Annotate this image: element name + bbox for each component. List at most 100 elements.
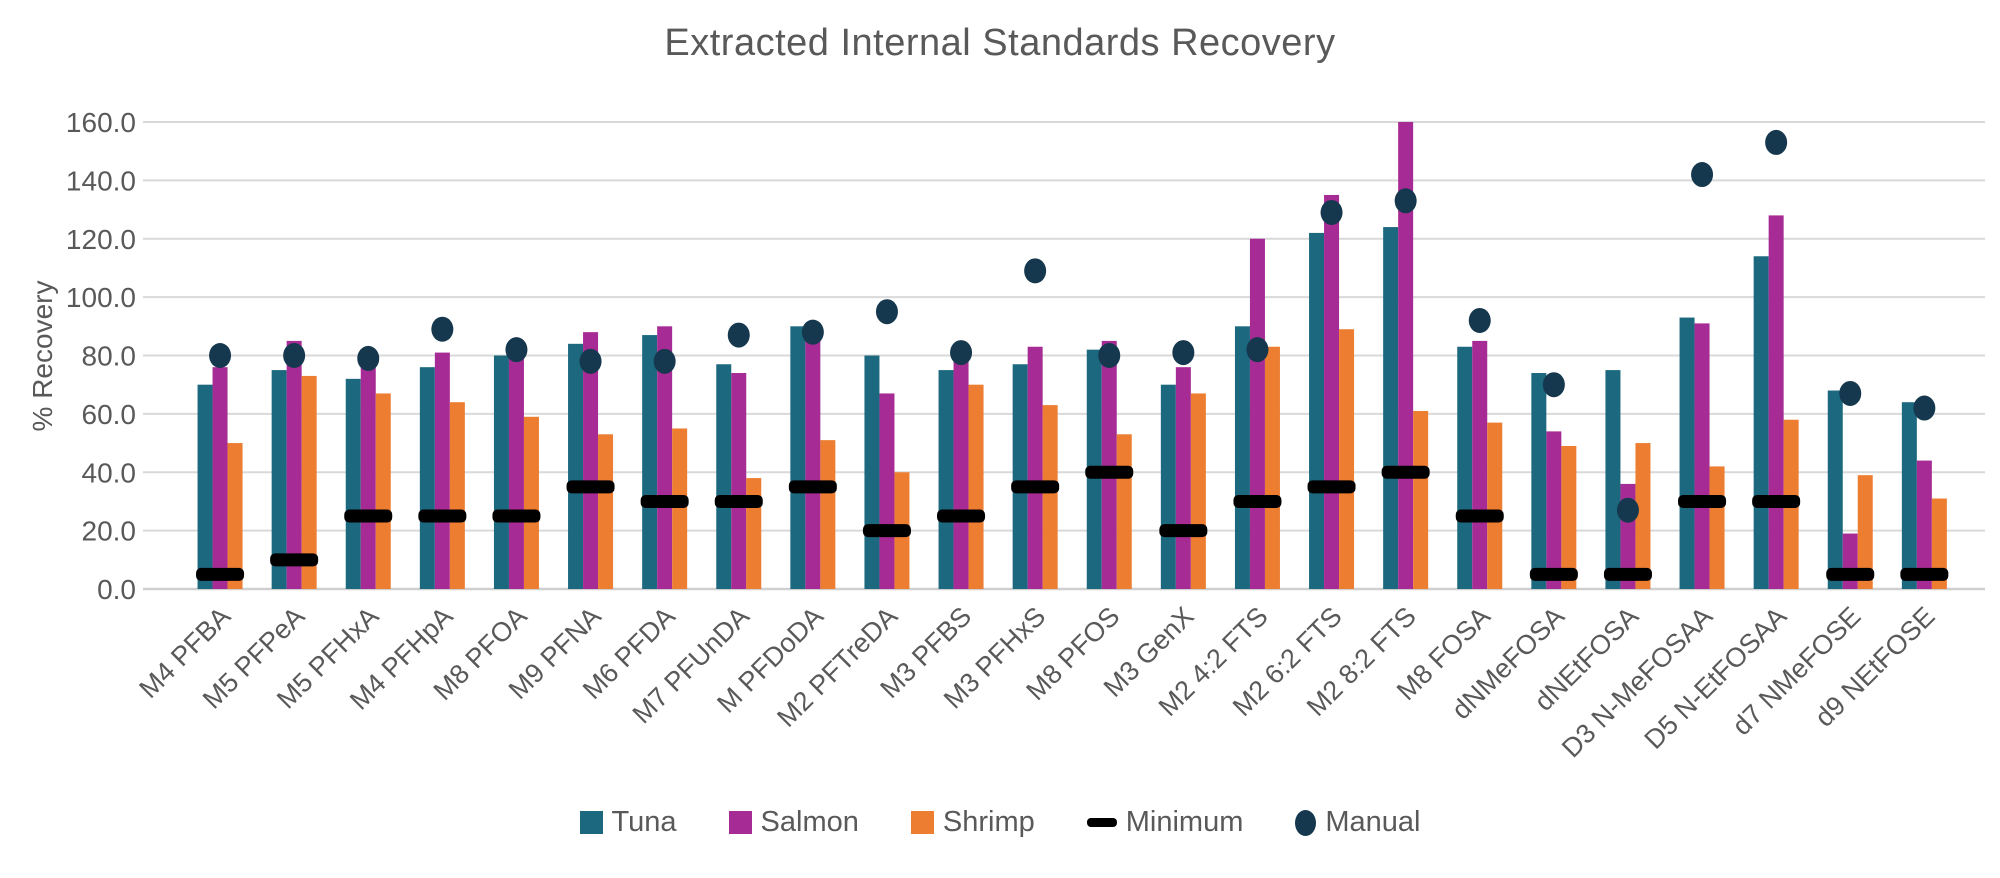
bar-tuna [271, 370, 287, 589]
manual-dot [1024, 258, 1047, 284]
bar-shrimp [1264, 346, 1280, 589]
bar-salmon [508, 349, 524, 589]
bar-shrimp [1561, 445, 1577, 589]
bar-salmon [212, 367, 228, 589]
minimum-dash [640, 494, 689, 508]
bar-shrimp [1190, 393, 1206, 589]
minimum-dash [1678, 494, 1727, 508]
y-tick-label: 0.0 [97, 574, 136, 605]
minimum-dash [788, 480, 837, 494]
bar-shrimp [449, 402, 465, 589]
manual-dot [1616, 497, 1639, 523]
y-tick-label: 140.0 [66, 165, 136, 196]
bar-salmon [657, 326, 673, 589]
legend-label: Salmon [760, 806, 859, 838]
bar-tuna [1383, 227, 1399, 589]
bar-shrimp [1116, 434, 1132, 589]
bar-tuna [419, 367, 435, 589]
bar-salmon [879, 393, 895, 589]
bar-tuna [1309, 232, 1325, 589]
bar-salmon [1175, 367, 1191, 589]
bar-shrimp [672, 428, 688, 589]
bar-shrimp [1339, 329, 1355, 589]
manual-dot [653, 348, 676, 374]
manual-dot [801, 319, 824, 345]
bar-salmon [1324, 194, 1340, 589]
bar-tuna [197, 384, 213, 589]
bar-salmon [286, 340, 302, 589]
manual-dot [431, 316, 454, 342]
manual-dot [1913, 395, 1936, 421]
minimum-dash [492, 509, 541, 523]
legend-bar-swatch-tuna [579, 811, 603, 834]
manual-dot [209, 343, 232, 368]
minimum-dash [1011, 480, 1060, 494]
legend-label: Minimum [1125, 806, 1244, 838]
bar-salmon [1472, 340, 1488, 589]
manual-markers [209, 129, 1936, 523]
manual-dot [1542, 372, 1565, 398]
y-tick-label: 100.0 [66, 282, 136, 313]
manual-dot [1320, 199, 1343, 225]
bar-tuna [1605, 370, 1621, 589]
legend-dash-swatch-minimum [1086, 818, 1117, 827]
minimum-dash [418, 509, 467, 523]
minimum-dash [566, 480, 615, 494]
manual-dot [505, 337, 528, 363]
bar-shrimp [746, 478, 762, 589]
minimum-dash [714, 494, 763, 508]
manual-dot [1246, 337, 1269, 363]
bar-tuna [1679, 317, 1695, 589]
bar-tuna [938, 370, 954, 589]
legend-item-tuna: Tuna [579, 806, 677, 839]
minimum-dash [1752, 494, 1801, 508]
bar-shrimp [1931, 498, 1947, 589]
manual-dot [727, 322, 750, 348]
bar-shrimp [598, 434, 614, 589]
bar-tuna [1827, 390, 1843, 589]
bar-tuna [716, 364, 732, 589]
manual-dot [1468, 307, 1491, 333]
y-tick-label: 80.0 [82, 341, 137, 372]
legend-item-manual: Manual [1295, 806, 1420, 839]
manual-dot [1098, 343, 1121, 368]
y-axis-title: % Recovery [27, 281, 58, 432]
legend-item-shrimp: Shrimp [910, 806, 1035, 839]
bar-tuna [1234, 326, 1250, 589]
minimum-dash [1900, 567, 1949, 581]
bar-tuna [1531, 373, 1547, 589]
bar-tuna [1012, 364, 1028, 589]
bar-salmon [434, 352, 450, 589]
minimum-dash [862, 524, 911, 538]
legend-item-minimum: Minimum [1086, 806, 1244, 839]
bar-tuna [493, 355, 509, 589]
minimum-dash [1307, 480, 1356, 494]
bar-salmon [805, 340, 821, 589]
manual-dot [1394, 188, 1417, 214]
bar-salmon [1101, 340, 1117, 589]
bar-salmon [583, 332, 599, 589]
bar-shrimp [1042, 405, 1058, 589]
y-tick-label: 160.0 [66, 107, 136, 138]
y-tick-label: 40.0 [82, 457, 137, 488]
manual-dot [875, 299, 898, 325]
minimum-dash [270, 553, 319, 567]
bar-shrimp [523, 416, 539, 589]
bar-salmon [1768, 215, 1784, 589]
legend-label: Shrimp [942, 806, 1035, 838]
bar-tuna [864, 355, 880, 589]
manual-dot [579, 348, 602, 374]
bar-shrimp [1857, 475, 1873, 589]
bar-tuna [1901, 402, 1917, 589]
y-tick-label: 20.0 [82, 516, 137, 547]
bar-shrimp [820, 440, 836, 589]
bar-salmon [1694, 323, 1710, 589]
manual-dot [357, 345, 380, 371]
bar-shrimp [968, 384, 984, 589]
bar-tuna [1753, 256, 1769, 589]
minimum-dash [1826, 567, 1875, 581]
bar-shrimp [375, 393, 391, 589]
x-tick-label: d7 NMeFOSE [1726, 601, 1866, 741]
bar-salmon [1916, 460, 1932, 589]
